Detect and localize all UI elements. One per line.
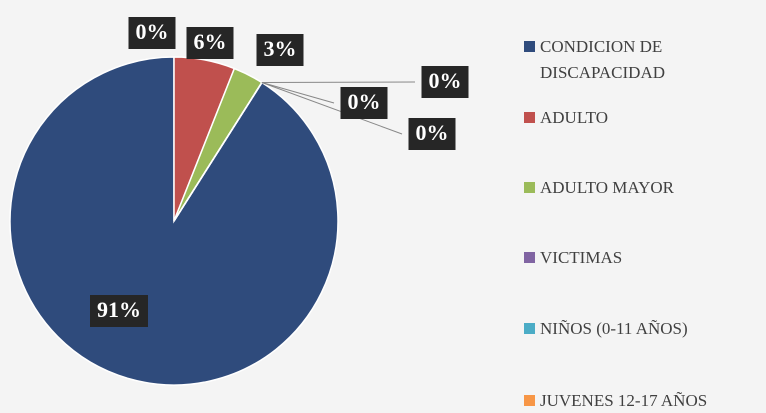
legend-item: NIÑOS (0-11 AÑOS) bbox=[522, 316, 730, 342]
data-label-text: 3% bbox=[264, 36, 297, 61]
leader-line bbox=[261, 81, 416, 84]
legend-swatch bbox=[524, 112, 535, 123]
data-label-text: 91% bbox=[97, 297, 141, 322]
legend-label: ADULTO MAYOR bbox=[540, 178, 674, 197]
legend-label: NIÑOS (0-11 AÑOS) bbox=[540, 319, 688, 338]
legend-item: CONDICION DE DISCAPACIDAD bbox=[522, 34, 730, 86]
data-label: 3% bbox=[256, 34, 304, 66]
data-label-box bbox=[186, 27, 234, 59]
data-label-box bbox=[256, 34, 304, 66]
legend-label: VICTIMAS bbox=[540, 248, 623, 267]
data-label: 0% bbox=[421, 66, 469, 98]
leader-line bbox=[261, 82, 403, 135]
data-label: 91% bbox=[90, 295, 148, 327]
legend-swatch bbox=[524, 182, 535, 193]
legend-swatch bbox=[524, 41, 535, 52]
data-label-text: 0% bbox=[416, 120, 449, 145]
pie-slice bbox=[173, 67, 263, 222]
data-label-box bbox=[90, 295, 148, 327]
legend-swatch bbox=[524, 395, 535, 406]
data-label-box bbox=[128, 17, 176, 49]
legend-label: JUVENES 12-17 AÑOS bbox=[540, 391, 708, 410]
data-label-box bbox=[421, 66, 469, 98]
legend-label: CONDICION DE DISCAPACIDAD bbox=[540, 37, 666, 82]
data-label: 0% bbox=[128, 17, 176, 49]
data-label-box bbox=[408, 118, 456, 150]
legend-item: ADULTO MAYOR bbox=[522, 175, 730, 201]
legend-label: ADULTO bbox=[540, 108, 609, 127]
data-label-box bbox=[340, 87, 388, 119]
legend-swatch bbox=[524, 252, 535, 263]
data-label: 6% bbox=[186, 27, 234, 59]
data-label-text: 0% bbox=[136, 19, 169, 44]
legend-item: VICTIMAS bbox=[522, 245, 730, 271]
data-label-text: 0% bbox=[348, 89, 381, 114]
legend-item: ADULTO bbox=[522, 105, 730, 131]
data-label: 0% bbox=[408, 118, 456, 150]
legend-item: JUVENES 12-17 AÑOS bbox=[522, 388, 730, 413]
data-label-text: 6% bbox=[194, 29, 227, 54]
legend-swatch bbox=[524, 323, 535, 334]
data-label-text: 0% bbox=[429, 68, 462, 93]
data-label: 0% bbox=[340, 87, 388, 119]
leader-line bbox=[261, 82, 335, 104]
